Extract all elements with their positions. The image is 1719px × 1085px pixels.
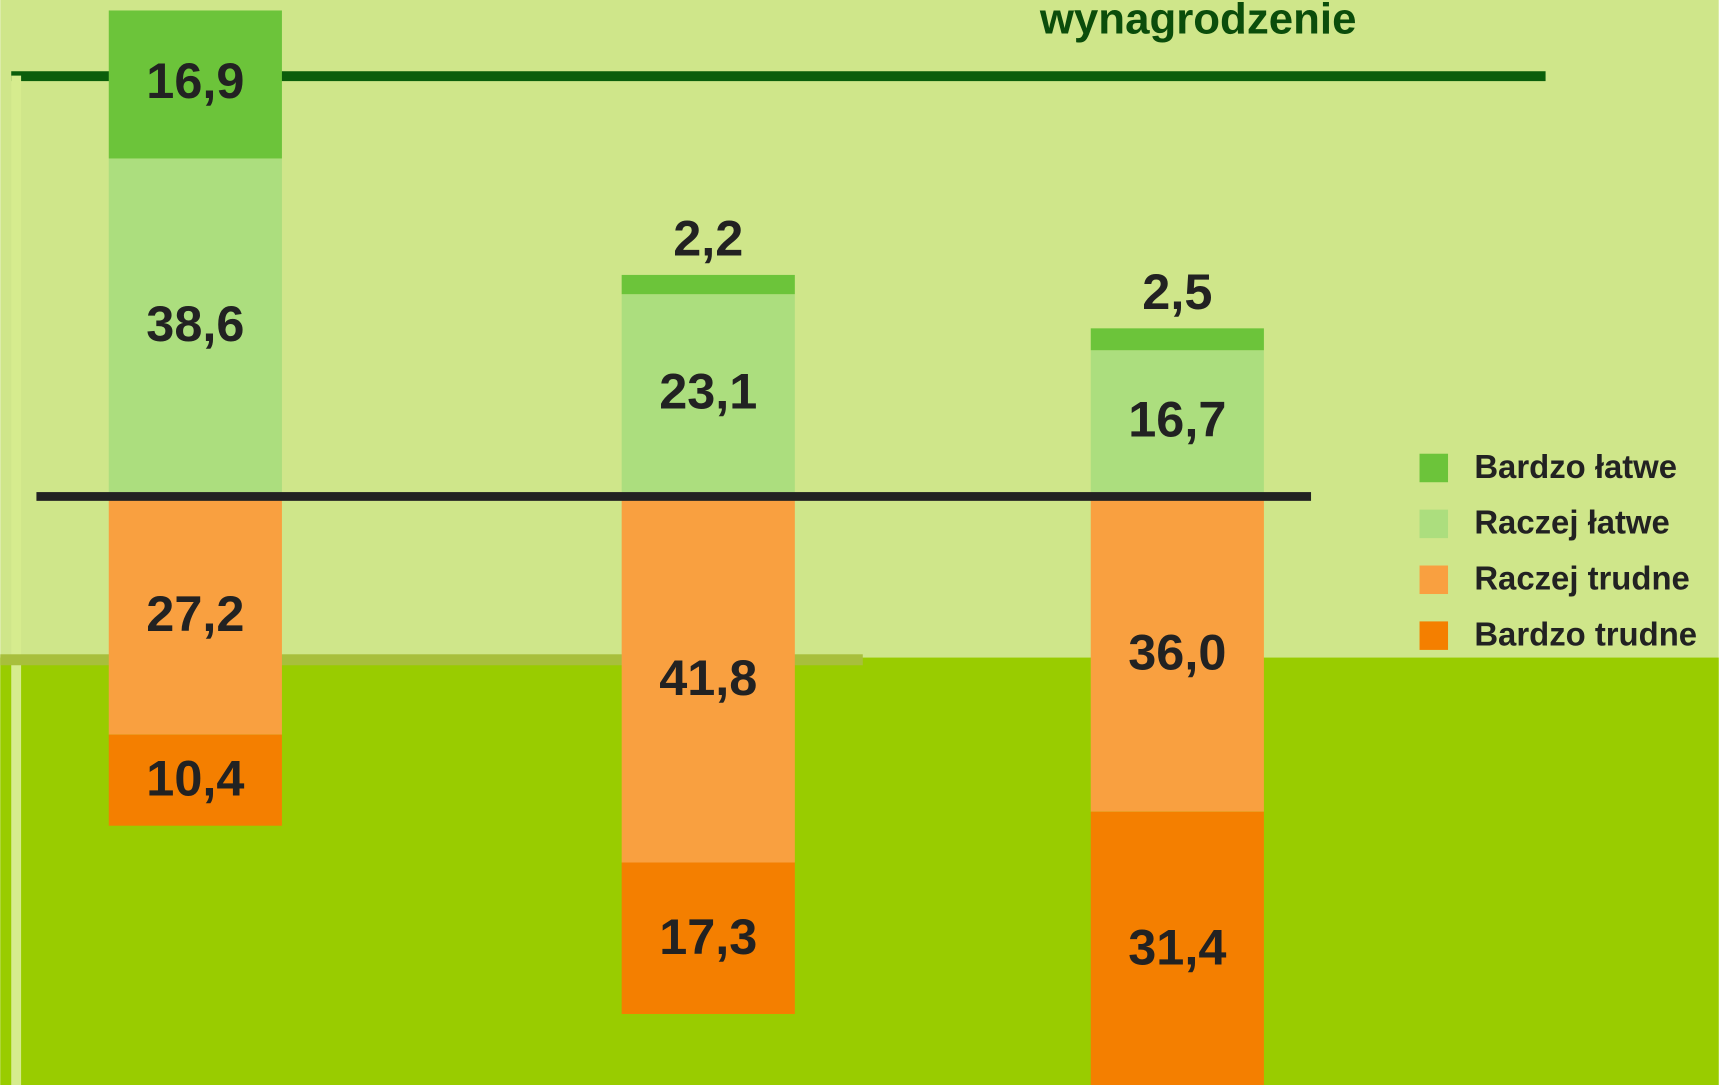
legend-label: Bardzo trudne <box>1474 615 1697 652</box>
legend-swatch <box>1419 565 1449 595</box>
value-label: 38,6 <box>146 295 244 352</box>
value-label: 27,2 <box>146 585 244 642</box>
legend-label: Raczej łatwe <box>1474 504 1669 541</box>
background-bottom <box>0 657 1719 1085</box>
category-label: wynagrodzenie <box>1039 0 1357 43</box>
legend-label: Raczej trudne <box>1474 560 1689 597</box>
decor-rule <box>0 654 863 666</box>
header-rule <box>11 71 1546 82</box>
bar-segment <box>108 158 282 497</box>
bars <box>108 10 1264 1085</box>
value-label: 10,4 <box>146 750 244 807</box>
bar-segment <box>108 734 282 826</box>
value-label: 31,4 <box>1128 919 1226 976</box>
value-label: 2,5 <box>1142 263 1212 320</box>
bar-segment <box>1090 496 1264 812</box>
legend-swatch <box>1419 453 1449 483</box>
side-rule <box>11 75 22 1085</box>
bar-segment <box>1090 350 1264 497</box>
value-label: 16,9 <box>146 52 244 109</box>
bar-segment <box>108 496 282 735</box>
bar-segment <box>621 294 795 497</box>
legend: Bardzo łatwe Raczej łatwe Raczej trudne Bar… <box>1419 448 1697 652</box>
bar-segment <box>1090 811 1264 1085</box>
bar-segment <box>621 496 795 863</box>
value-label: 36,0 <box>1128 624 1226 681</box>
value-label: 41,8 <box>659 649 757 706</box>
legend-swatch <box>1419 621 1449 650</box>
value-label: 2,2 <box>673 209 743 266</box>
value-label: 16,7 <box>1128 391 1226 448</box>
bar-segment <box>108 10 282 159</box>
bar-segment <box>1090 328 1264 351</box>
labels: 38,6 16,9 27,2 10,4 23,1 2,2 41,8 17,3 wynagrodz… <box>146 0 1356 976</box>
value-label: 23,1 <box>659 363 757 420</box>
zero-line <box>36 492 1312 501</box>
value-label: 17,3 <box>659 908 757 965</box>
bar-segment <box>621 862 795 1014</box>
legend-label: Bardzo łatwe <box>1474 448 1677 485</box>
legend-swatch <box>1419 509 1449 539</box>
bar-segment <box>621 274 795 295</box>
